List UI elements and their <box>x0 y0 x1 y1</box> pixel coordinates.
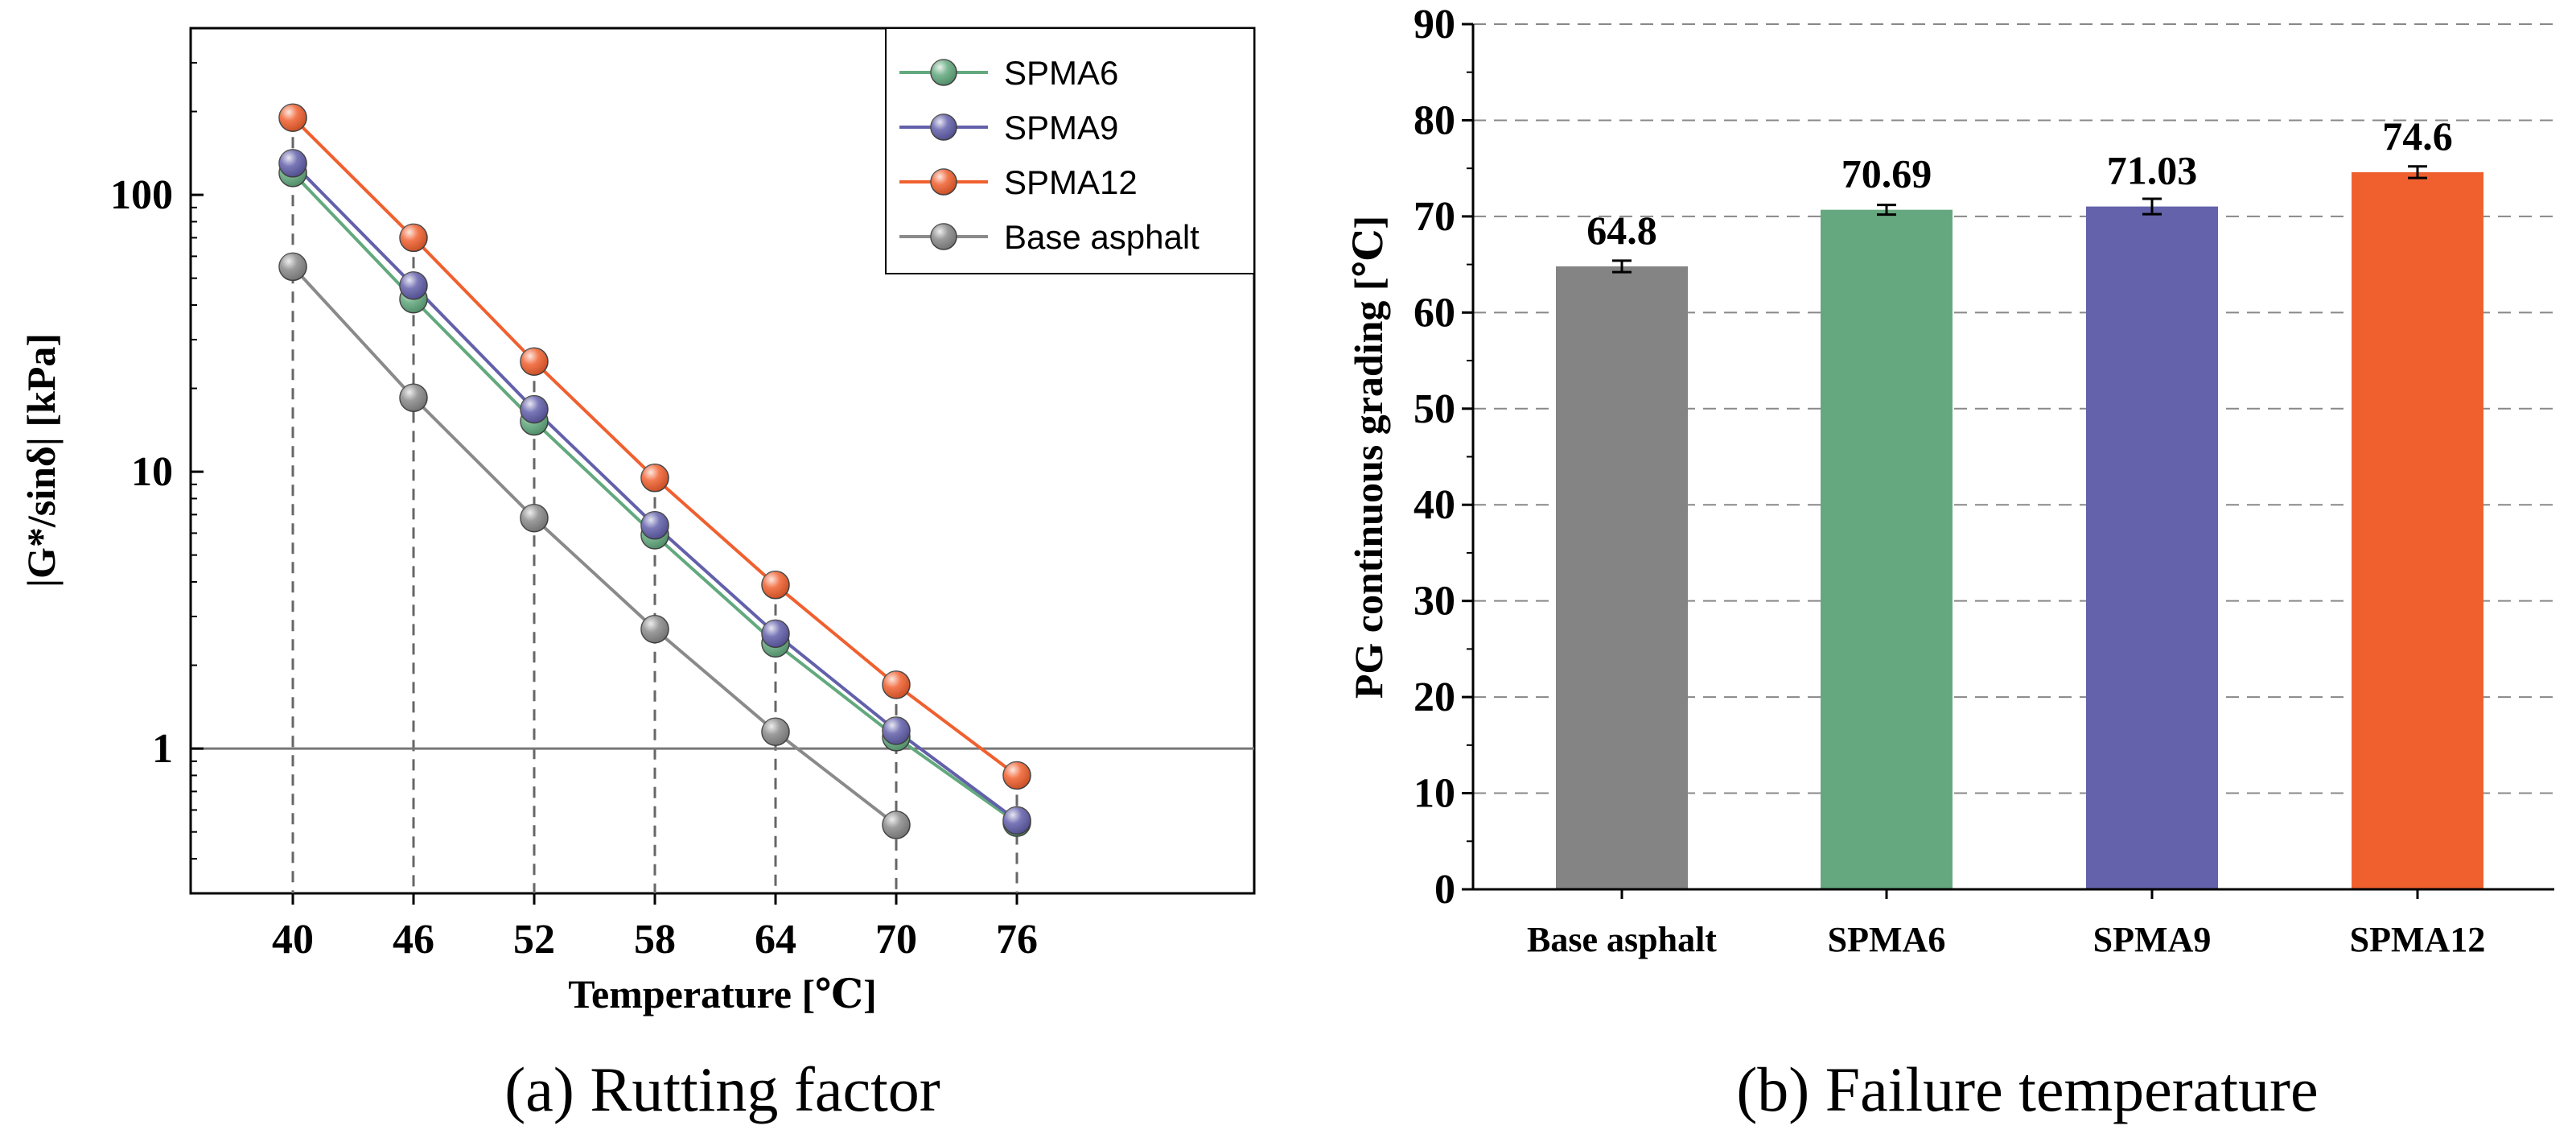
category-label-spma12: SPMA12 <box>2350 920 2486 959</box>
y-ticks-b: 0 10 20 30 40 50 60 70 80 90 <box>1414 2 1473 913</box>
category-label-spma6: SPMA6 <box>1828 920 1946 959</box>
bar-spma6 <box>1821 209 1953 889</box>
caption-a: (a) Rutting factor <box>504 1054 940 1124</box>
x-tick-label-70: 70 <box>875 917 917 963</box>
legend-label: SPMA6 <box>1004 54 1118 92</box>
legend: SPMA6 SPMA9 SPMA12 Base asphalt <box>885 27 1255 274</box>
value-label-spma12: 74.6 <box>2382 113 2453 159</box>
data-point-spma9-76 <box>1002 806 1031 835</box>
data-point-spma9-46 <box>399 271 428 300</box>
legend-label: SPMA12 <box>1004 163 1138 201</box>
y-axis-title-b: PG continuous grading [℃] <box>1346 216 1391 699</box>
error-bars <box>1612 165 2427 274</box>
error-bar-spma12 <box>2408 165 2427 179</box>
value-labels: 64.8 70.69 71.03 74.6 <box>1586 113 2453 253</box>
series-line-base-asphalt <box>291 266 898 827</box>
bar-spma12 <box>2352 171 2483 889</box>
y-tick-label-b-30: 30 <box>1414 579 1455 625</box>
error-bar-spma9 <box>2142 197 2162 216</box>
data-point-base-asphalt-40 <box>278 252 307 282</box>
data-point-base-asphalt-64 <box>761 717 790 746</box>
data-point-spma12-70 <box>882 670 911 699</box>
data-point-spma9-40 <box>278 149 307 178</box>
x-ticks-a: 40 46 52 58 64 70 76 <box>272 893 1038 963</box>
legend-label: SPMA9 <box>1004 109 1118 146</box>
category-label-spma9: SPMA9 <box>2093 920 2212 959</box>
series-points <box>278 103 1031 839</box>
y-tick-label-100: 100 <box>110 172 173 218</box>
data-point-spma9-52 <box>520 394 549 424</box>
y-tick-label-10: 10 <box>131 449 173 495</box>
y-tick-label-b-50: 50 <box>1414 386 1455 432</box>
failure-temperature-panel: 64.8 70.69 71.03 74.6 0 10 20 30 40 50 60 70 80 90 B… <box>1346 2 2554 1124</box>
data-point-base-asphalt-58 <box>640 614 669 644</box>
caption-b: (b) Failure temperature <box>1736 1054 2318 1124</box>
y-tick-label-b-20: 20 <box>1414 674 1455 720</box>
bar-base-asphalt <box>1556 266 1688 889</box>
y-tick-label-b-90: 90 <box>1414 2 1455 47</box>
y-tick-label-b-80: 80 <box>1414 97 1455 143</box>
value-label-spma9: 71.03 <box>2107 148 2198 193</box>
data-point-base-asphalt-46 <box>399 383 428 412</box>
x-tick-label-40: 40 <box>272 917 314 963</box>
x-tick-label-52: 52 <box>513 917 555 963</box>
error-bar-base-asphalt <box>1612 259 1632 274</box>
y-tick-label-b-70: 70 <box>1414 194 1455 240</box>
legend-label: Base asphalt <box>1004 218 1200 256</box>
bars <box>1556 171 2483 889</box>
error-bar-spma6 <box>1877 204 1896 216</box>
data-point-spma9-58 <box>640 511 669 540</box>
category-labels: Base asphalt SPMA6 SPMA9 SPMA12 <box>1527 889 2485 959</box>
legend-item-spma12: SPMA12 <box>899 163 1138 201</box>
data-point-spma9-70 <box>882 716 911 745</box>
category-label-base-asphalt: Base asphalt <box>1527 920 1717 959</box>
data-point-base-asphalt-52 <box>520 503 549 533</box>
y-tick-label-b-0: 0 <box>1434 867 1455 913</box>
x-tick-label-46: 46 <box>393 917 434 963</box>
rutting-factor-panel: 40 46 52 58 64 70 76 1 10 100 Temperature [℃] |G… <box>19 27 1256 1124</box>
y-ticks-a: 1 10 100 <box>110 27 204 894</box>
x-tick-label-64: 64 <box>755 917 796 963</box>
data-point-spma9-64 <box>761 619 790 649</box>
legend-item-base-asphalt: Base asphalt <box>899 218 1200 256</box>
y-axis-title-a: |G*/sinδ| [kPa] <box>19 333 64 588</box>
value-label-base-asphalt: 64.8 <box>1586 208 1657 253</box>
data-point-spma12-64 <box>761 571 790 600</box>
data-point-spma12-46 <box>399 223 428 253</box>
y-tick-label-b-10: 10 <box>1414 771 1455 817</box>
x-tick-label-58: 58 <box>634 917 676 963</box>
data-point-spma12-40 <box>278 103 307 132</box>
y-tick-label-b-60: 60 <box>1414 290 1455 336</box>
legend-item-spma6: SPMA6 <box>899 54 1118 92</box>
x-tick-label-76: 76 <box>996 917 1038 963</box>
y-tick-label-1: 1 <box>152 726 173 772</box>
plot-frame-a <box>189 27 1256 895</box>
data-point-base-asphalt-70 <box>882 810 911 839</box>
data-point-spma12-76 <box>1002 761 1031 790</box>
legend-item-spma9: SPMA9 <box>899 109 1118 146</box>
x-axis-title-a: Temperature [℃] <box>568 971 876 1016</box>
data-point-spma12-58 <box>640 464 669 493</box>
data-point-spma12-52 <box>520 347 549 376</box>
value-label-spma6: 70.69 <box>1841 151 1932 196</box>
y-tick-label-b-40: 40 <box>1414 482 1455 528</box>
bar-spma9 <box>2086 206 2218 889</box>
